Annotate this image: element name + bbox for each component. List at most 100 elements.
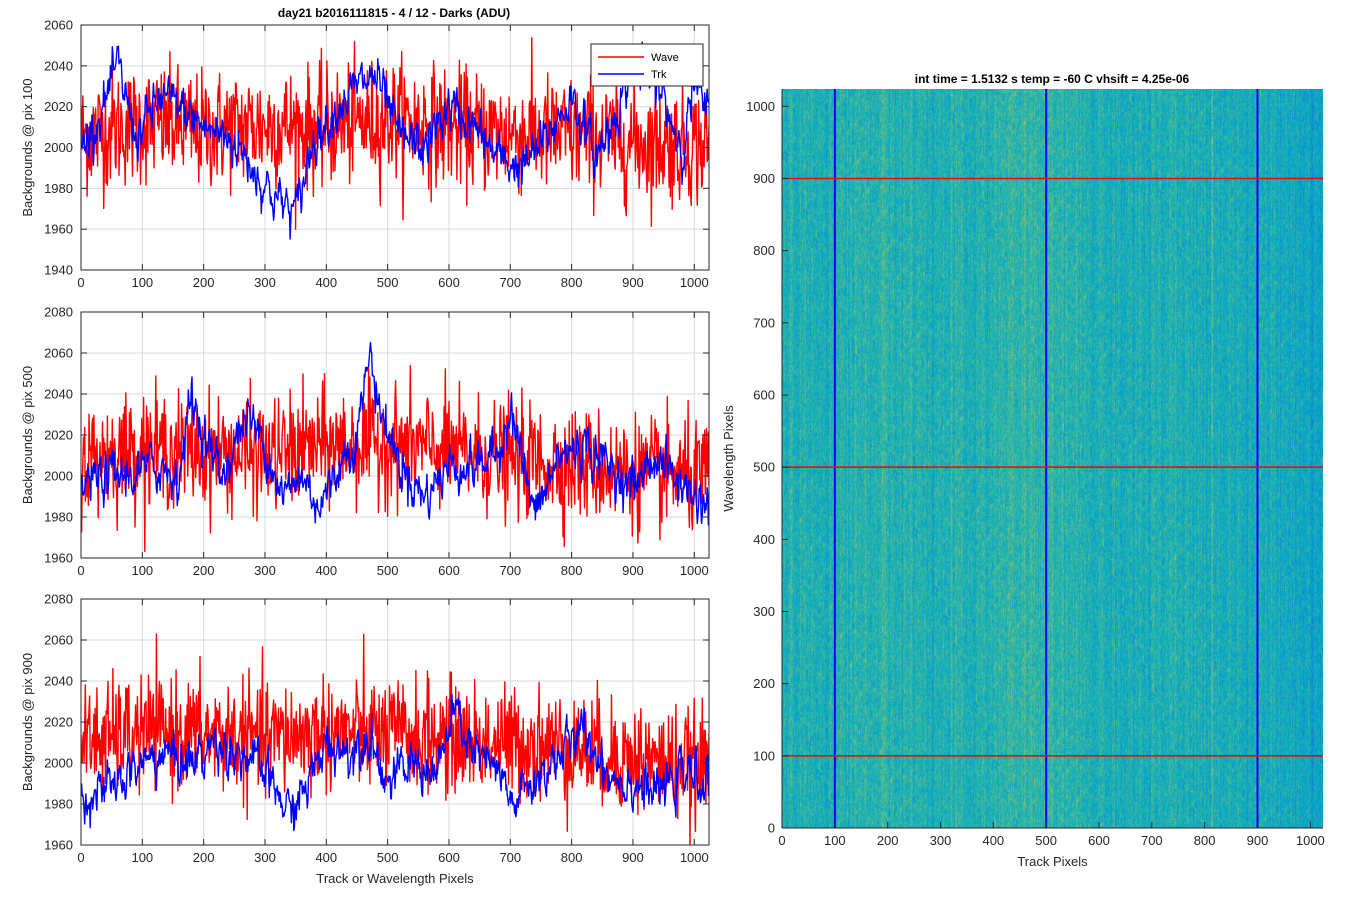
y-tick-label: 2000	[44, 756, 73, 771]
x-axis-label: Track or Wavelength Pixels	[316, 871, 474, 886]
x-tick-label: 900	[622, 275, 644, 290]
x-tick-label: 700	[499, 563, 521, 578]
y-tick-label: 0	[768, 821, 775, 836]
x-tick-label: 500	[377, 850, 399, 865]
x-tick-label: 100	[131, 275, 153, 290]
y-tick-label: 900	[753, 171, 775, 186]
line-plot-pix-900: 0 100 200 300 400 500 600 700 800 900 1000 1960 1980…	[20, 592, 710, 886]
y-tick-label: 600	[753, 387, 775, 402]
x-tick-label: 100	[131, 850, 153, 865]
x-tick-label: 200	[193, 563, 215, 578]
x-tick-label: 1000	[680, 850, 709, 865]
y-tick-label: 300	[753, 604, 775, 619]
x-tick-label: 1000	[1296, 833, 1325, 848]
x-tick-label: 700	[1141, 833, 1163, 848]
x-tick-label: 900	[622, 850, 644, 865]
x-tick-label: 600	[438, 563, 460, 578]
x-tick-label: 800	[561, 275, 583, 290]
y-tick-label: 2040	[44, 387, 73, 402]
x-tick-label: 100	[824, 833, 846, 848]
heatmap-plot: int time = 1.5132 s temp = -60 C vhsift …	[721, 72, 1325, 869]
x-tick-label: 400	[982, 833, 1004, 848]
y-axis-label: Backgrounds @ pix 500	[20, 366, 35, 504]
y-tick-label: 2080	[44, 592, 73, 607]
heatmap-title: int time = 1.5132 s temp = -60 C vhsift …	[915, 72, 1190, 86]
series-line-trk	[81, 694, 709, 832]
x-tick-label: 200	[193, 275, 215, 290]
x-tick-label: 1000	[680, 275, 709, 290]
x-tick-label: 200	[877, 833, 899, 848]
heatmap-image	[782, 89, 1323, 828]
y-tick-label: 2060	[44, 346, 73, 361]
heatmap-canvas	[782, 89, 1323, 828]
y-tick-label: 2000	[44, 140, 73, 155]
y-tick-label: 2060	[44, 18, 73, 33]
legend-box	[590, 43, 704, 87]
figure-title: day21 b2016111815 - 4 / 12 - Darks (ADU)	[278, 6, 510, 20]
x-tick-label: 400	[315, 563, 337, 578]
y-tick-label: 2020	[44, 715, 73, 730]
y-tick-label: 1960	[44, 551, 73, 566]
x-tick-label: 100	[131, 563, 153, 578]
y-tick-label: 400	[753, 532, 775, 547]
legend: Wave Trk	[590, 43, 704, 87]
x-tick-label: 600	[438, 275, 460, 290]
x-tick-label: 400	[315, 275, 337, 290]
x-tick-label: 800	[561, 850, 583, 865]
x-tick-label: 1000	[680, 563, 709, 578]
x-tick-label: 0	[77, 850, 84, 865]
legend-label-wave: Wave	[651, 52, 679, 64]
series-lines	[81, 341, 709, 553]
y-tick-label: 2040	[44, 58, 73, 73]
y-axis-label: Wavelength Pixels	[721, 405, 736, 512]
y-axis-label: Backgrounds @ pix 900	[20, 653, 35, 791]
x-tick-label: 0	[77, 563, 84, 578]
x-tick-label: 0	[778, 833, 785, 848]
x-tick-label: 0	[77, 275, 84, 290]
x-tick-label: 800	[1194, 833, 1216, 848]
y-tick-label: 200	[753, 676, 775, 691]
x-tick-label: 300	[930, 833, 952, 848]
x-tick-label: 500	[377, 563, 399, 578]
y-tick-label: 100	[753, 748, 775, 763]
series-line-wave	[81, 633, 709, 845]
y-tick-label: 500	[753, 460, 775, 475]
x-tick-label: 700	[499, 850, 521, 865]
x-tick-label: 900	[1247, 833, 1269, 848]
x-tick-label: 300	[254, 275, 276, 290]
x-tick-label: 600	[438, 850, 460, 865]
y-tick-label: 800	[753, 243, 775, 258]
y-tick-label: 1980	[44, 510, 73, 525]
line-plot-pix-500: 0 100 200 300 400 500 600 700 800 900 1000 1960 1980…	[20, 305, 710, 578]
series-line-trk	[81, 41, 709, 240]
x-tick-label: 400	[315, 850, 337, 865]
series-line-trk	[81, 341, 709, 526]
x-axis-label: Track Pixels	[1017, 854, 1088, 869]
legend-label-trk: Trk	[651, 69, 667, 81]
x-tick-label: 500	[1035, 833, 1057, 848]
y-tick-label: 2060	[44, 633, 73, 648]
y-tick-label: 700	[753, 315, 775, 330]
x-tick-label: 200	[193, 850, 215, 865]
y-axis-label: Backgrounds @ pix 100	[20, 78, 35, 216]
y-tick-label: 2040	[44, 674, 73, 689]
y-tick-label: 1940	[44, 263, 73, 278]
x-tick-label: 800	[561, 563, 583, 578]
y-tick-label: 1980	[44, 181, 73, 196]
y-tick-label: 1980	[44, 797, 73, 812]
y-tick-label: 2080	[44, 305, 73, 320]
y-tick-label: 2020	[44, 99, 73, 114]
y-tick-label: 1000	[746, 99, 775, 114]
y-tick-label: 1960	[44, 838, 73, 853]
x-tick-label: 900	[622, 563, 644, 578]
x-tick-label: 700	[499, 275, 521, 290]
x-tick-label: 600	[1088, 833, 1110, 848]
series-lines	[81, 37, 709, 240]
line-plot-pix-100: 0 100 200 300 400 500 600 700 800 900 1000 1940 1960…	[20, 18, 710, 290]
x-tick-label: 300	[254, 563, 276, 578]
series-line-wave	[81, 365, 709, 553]
x-tick-label: 300	[254, 850, 276, 865]
y-tick-label: 1960	[44, 222, 73, 237]
y-tick-label: 2000	[44, 469, 73, 484]
